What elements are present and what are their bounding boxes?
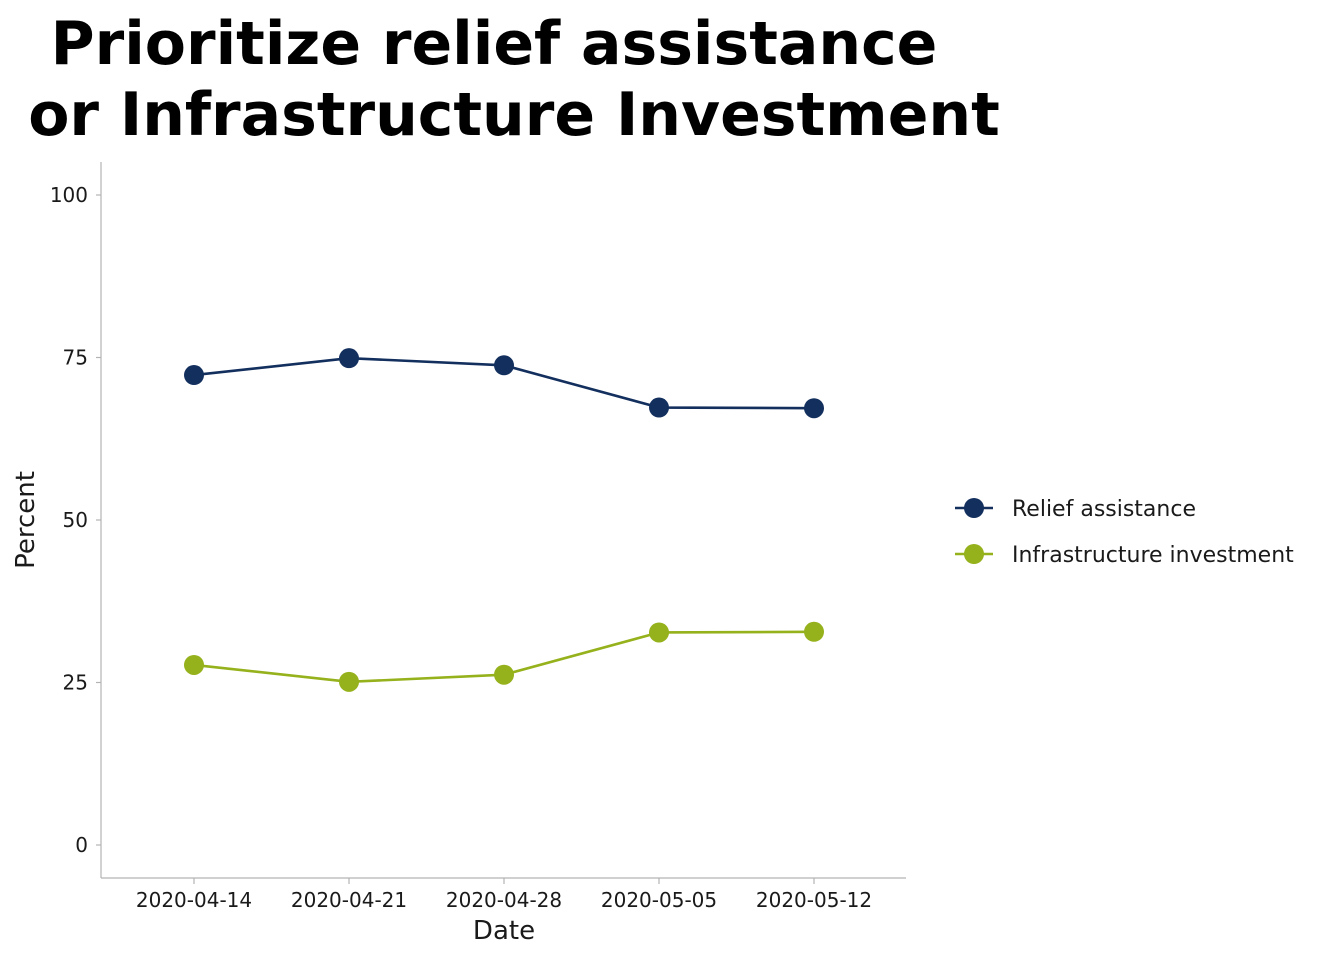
y-axis-title: Percent [11,471,41,569]
x-tick-label: 2020-04-28 [446,888,562,912]
data-point [494,664,514,685]
y-axis-ticks: 0 25 50 75 100 [50,183,101,857]
series-layer [184,348,824,692]
series-2 [184,621,824,692]
legend-marker [964,498,984,518]
legend-label: Relief assistance [1012,497,1196,522]
legend-item: Relief assistance [955,497,1196,522]
legend: Relief assistance Infrastructure investme… [955,497,1294,568]
x-tick-label: 2020-04-14 [136,888,252,912]
data-point [649,397,669,418]
y-tick-label: 25 [63,671,88,695]
data-point [649,622,669,643]
data-point [184,365,204,386]
legend-label: Infrastructure investment [1012,543,1294,568]
x-axis-title: Date [473,916,535,946]
chart-title: Prioritize relief assistance or Infrastr… [28,9,1000,150]
data-point [184,654,204,675]
y-tick-label: 100 [50,183,88,207]
y-tick-label: 75 [63,346,88,370]
data-point [494,355,514,376]
legend-marker [964,544,984,564]
x-axis-ticks: 2020-04-14 2020-04-21 2020-04-28 2020-05-05… [136,878,872,912]
x-tick-label: 2020-05-12 [756,888,872,912]
x-tick-label: 2020-05-05 [601,888,717,912]
series-1 [184,348,824,419]
chart-title-line-1: Prioritize relief assistance [51,9,938,79]
legend-item: Infrastructure investment [955,543,1294,568]
chart-title-line-2: or Infrastructure Investment [28,80,1000,150]
data-point [339,348,359,369]
data-point [804,398,824,419]
x-tick-label: 2020-04-21 [291,888,407,912]
data-point [804,621,824,642]
data-point [339,671,359,692]
y-tick-label: 50 [63,508,88,532]
plot-area: 0 25 50 75 100 2020-04-14 2020-04-21 2020-04-2… [50,162,906,912]
y-tick-label: 0 [75,833,88,857]
